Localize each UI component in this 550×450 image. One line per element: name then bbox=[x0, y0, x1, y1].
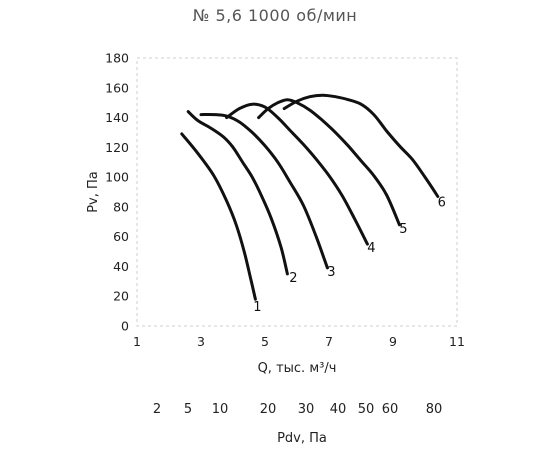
pdv-axis: 2 5 10 20 30 40 50 60 80 bbox=[153, 402, 442, 417]
series-label-2: 2 bbox=[289, 271, 297, 286]
y-tick-label: 80 bbox=[113, 199, 129, 214]
series-label-4: 4 bbox=[367, 241, 375, 256]
series-label-1: 1 bbox=[253, 300, 261, 315]
x-tick-label: 3 bbox=[197, 334, 205, 349]
x-tick-label: 7 bbox=[325, 334, 333, 349]
y-tick-label: 0 bbox=[121, 319, 129, 334]
y-tick-label: 140 bbox=[105, 110, 129, 125]
chart-title: № 5,6 1000 об/мин bbox=[192, 6, 358, 25]
series-line-2 bbox=[186, 110, 289, 276]
pdv-axis-label: Pdv, Па bbox=[277, 431, 327, 446]
y-tick-label: 180 bbox=[105, 51, 129, 66]
x-tick-label: 11 bbox=[449, 334, 465, 349]
pdv-tick-label: 60 bbox=[382, 402, 399, 417]
pdv-tick-label: 20 bbox=[260, 402, 277, 417]
series-line-5 bbox=[257, 98, 401, 227]
series-label-5: 5 bbox=[399, 222, 407, 237]
y-tick-label: 120 bbox=[105, 140, 129, 155]
pdv-tick-label: 80 bbox=[426, 402, 443, 417]
y-tick-label: 160 bbox=[105, 80, 129, 95]
y-tick-label: 40 bbox=[113, 259, 129, 274]
series-line-1 bbox=[180, 132, 257, 301]
x-tick-label: 5 bbox=[261, 334, 269, 349]
series-line-6 bbox=[282, 93, 440, 198]
pdv-tick-label: 2 bbox=[153, 402, 161, 417]
pdv-tick-label: 30 bbox=[298, 402, 315, 417]
y-tick-label: 20 bbox=[113, 289, 129, 304]
series-label-3: 3 bbox=[327, 265, 335, 280]
series-line-4 bbox=[225, 102, 369, 246]
pdv-tick-label: 50 bbox=[358, 402, 375, 417]
y-axis-label: Pv, Па bbox=[86, 171, 101, 213]
series-label-6: 6 bbox=[438, 195, 446, 210]
label-layer: 1 2 3 4 5 6 bbox=[253, 195, 446, 315]
x-axis-label: Q, тыс. м³/ч bbox=[258, 361, 337, 376]
pdv-tick-label: 10 bbox=[212, 402, 229, 417]
series-line-3 bbox=[199, 112, 329, 270]
series-layer bbox=[180, 93, 440, 301]
x-tick-label: 1 bbox=[133, 334, 141, 349]
axis-layer: 0 20 40 60 80 100 120 140 160 180 1 3 5 7 9 11 bbox=[105, 51, 465, 350]
y-tick-label: 60 bbox=[113, 229, 129, 244]
pdv-tick-label: 40 bbox=[330, 402, 347, 417]
pdv-tick-label: 5 bbox=[184, 402, 192, 417]
x-tick-label: 9 bbox=[389, 334, 397, 349]
y-tick-label: 100 bbox=[105, 170, 129, 185]
